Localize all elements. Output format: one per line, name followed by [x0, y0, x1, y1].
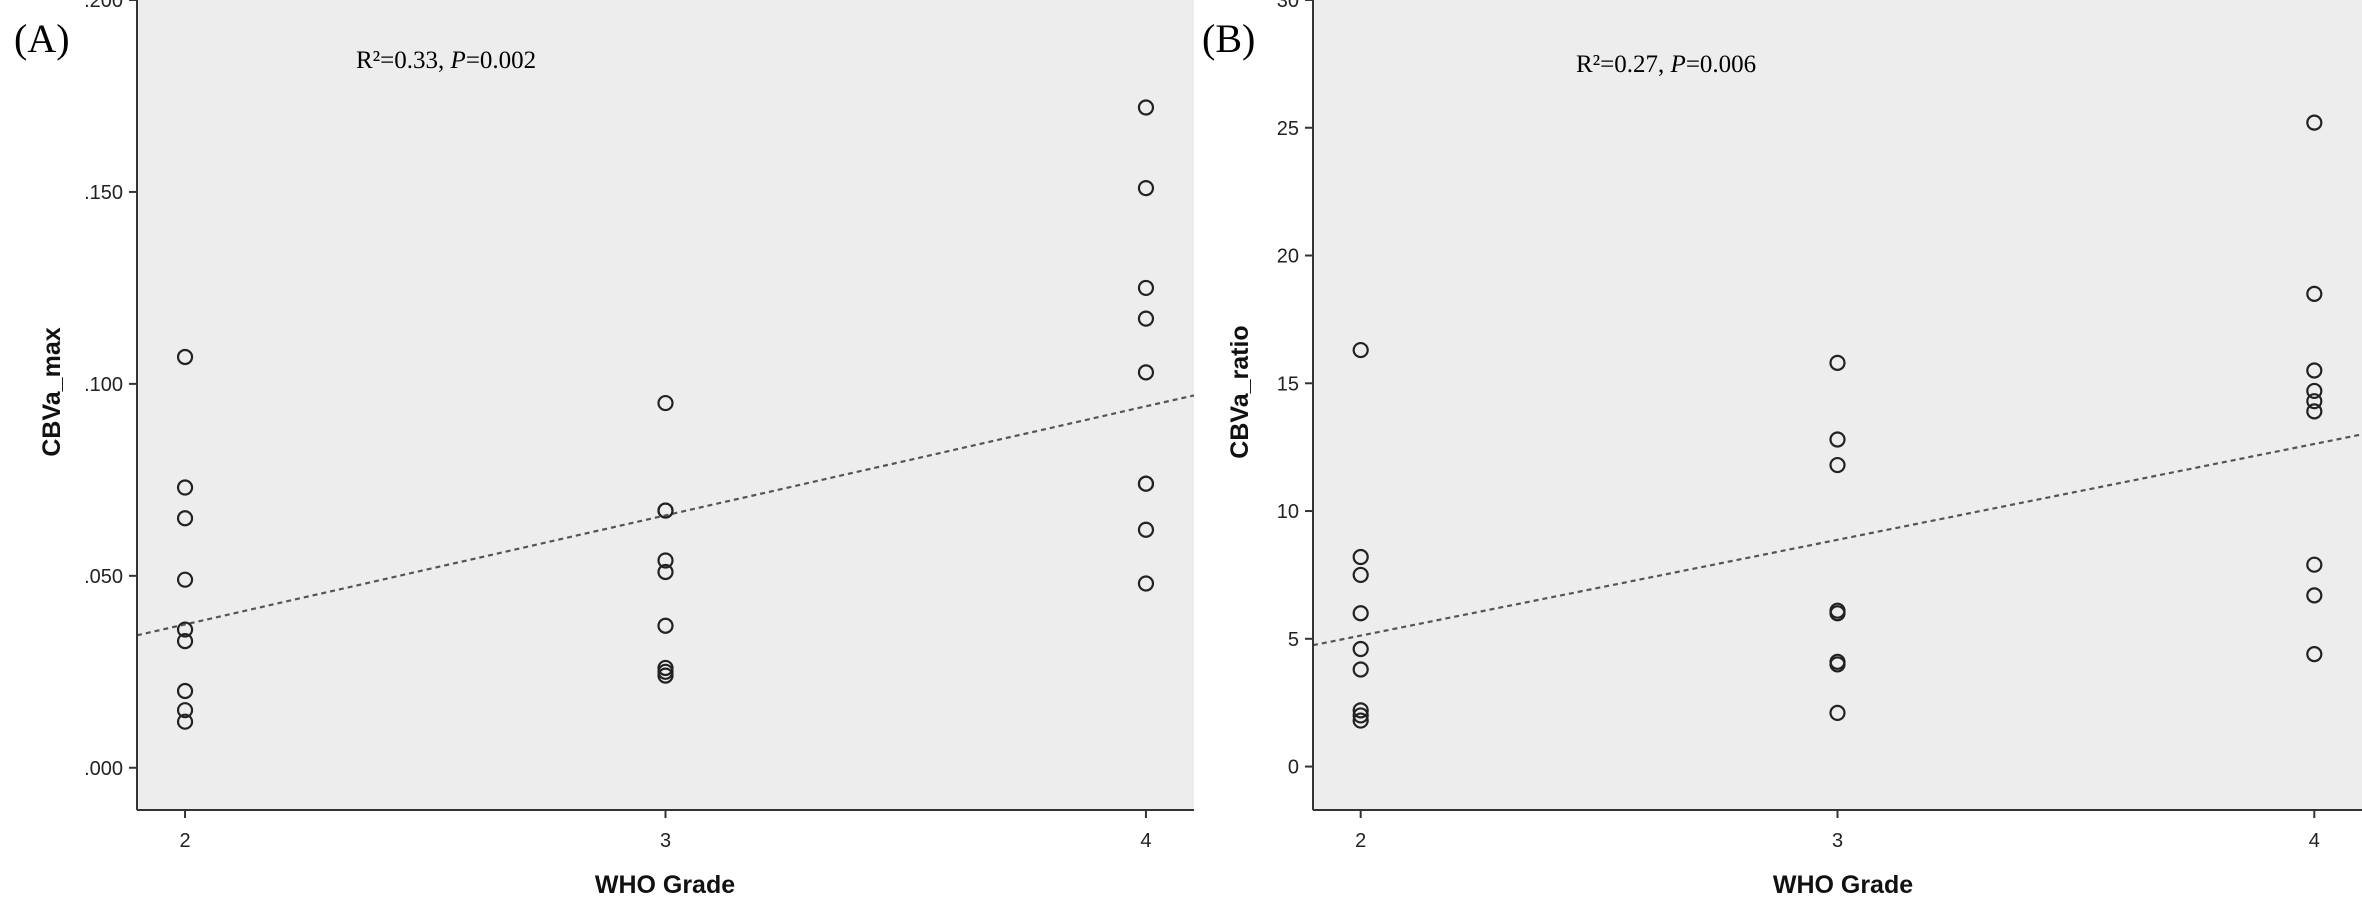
data-point-b — [2306, 393, 2323, 410]
r2-label-a: R²=0.33, — [356, 47, 451, 74]
plot-area-a — [137, 0, 1194, 810]
data-point-b — [1829, 656, 1846, 673]
panel-label-a: (A) — [14, 16, 70, 61]
data-point-a — [1137, 364, 1155, 381]
data-point-a — [176, 479, 194, 496]
data-point-a — [176, 682, 194, 700]
x-axis-title-a: WHO Grade — [595, 871, 735, 899]
data-point-b — [2306, 646, 2323, 663]
data-point-a — [657, 552, 674, 569]
y-tick-label-a: .100 — [84, 374, 123, 396]
y-axis-title-a: CBVa_max — [38, 327, 66, 456]
data-point-b — [1352, 341, 1369, 359]
p-value-b: =0.006 — [1686, 51, 1756, 78]
data-point-a — [176, 632, 194, 650]
panel-label-b: (B) — [1202, 16, 1255, 61]
data-point-a — [657, 667, 674, 684]
fit-line-a — [136, 394, 1195, 637]
y-tick-label-b: 25 — [1277, 118, 1299, 140]
y-tick-label-a: .000 — [84, 758, 123, 780]
p-italic-a: P — [450, 47, 466, 74]
data-point-a — [1137, 310, 1155, 327]
data-point-b — [2306, 362, 2323, 379]
x-tick-label-b: 4 — [2309, 830, 2320, 852]
data-point-a — [657, 502, 674, 519]
data-point-a — [1137, 279, 1155, 297]
y-tick-label-b: 15 — [1277, 373, 1299, 395]
fit-line-b — [1312, 433, 2362, 647]
data-point-b — [1829, 431, 1846, 448]
y-tick-label-b: 5 — [1288, 629, 1299, 651]
data-point-b — [1352, 548, 1369, 566]
data-point-b — [1829, 354, 1846, 371]
data-point-b — [2306, 403, 2323, 420]
data-point-a — [1137, 521, 1155, 538]
data-point-b — [1352, 702, 1369, 719]
data-point-b — [1352, 640, 1369, 658]
plot-area-b — [1313, 0, 2362, 810]
y-tick-label-a: .050 — [84, 566, 123, 588]
p-value-a: =0.002 — [466, 47, 536, 74]
data-point-a — [176, 571, 194, 588]
data-point-a — [657, 563, 674, 581]
data-point-b — [2306, 556, 2323, 573]
r2-label-b: R²=0.27, — [1576, 51, 1671, 78]
data-point-a — [176, 621, 194, 638]
y-tick-label-a: .150 — [84, 182, 123, 204]
panel-b: 0 5 10 15 20 25 30 2 3 4 (B) R²=0.27, P=0.006 WHO… — [1202, 0, 2362, 899]
x-tick-label-a: 2 — [179, 830, 190, 852]
data-point-a — [176, 713, 194, 730]
data-point-a — [176, 702, 194, 719]
data-point-b — [1352, 707, 1369, 724]
panel-a: .000 .050 .100 .150 .200 2 3 4 (A) R²=0.33, P=0… — [14, 0, 1195, 899]
data-point-b — [1829, 605, 1846, 622]
y-axis-title-b: CBVa_ratio — [1226, 325, 1254, 458]
data-point-b — [1352, 712, 1369, 729]
y-tick-label-b: 20 — [1277, 246, 1299, 268]
x-tick-label-a: 3 — [660, 830, 671, 852]
x-tick-label-b: 3 — [1832, 830, 1843, 852]
data-point-a — [176, 348, 194, 366]
data-point-b — [1352, 566, 1369, 584]
data-point-a — [1137, 575, 1155, 592]
data-point-a — [657, 617, 674, 634]
data-point-a — [1137, 99, 1155, 116]
data-point-b — [1829, 456, 1846, 474]
p-italic-b: P — [1670, 51, 1686, 78]
stats-annotation-a: R²=0.33, P=0.002 — [356, 47, 536, 74]
x-tick-label-a: 4 — [1140, 830, 1151, 852]
marks-a: .000 .050 .100 .150 .200 2 3 4 — [84, 0, 1195, 852]
data-point-a — [1137, 180, 1155, 197]
x-tick-label-b: 2 — [1355, 830, 1366, 852]
data-point-a — [657, 394, 674, 412]
x-axis-title-b: WHO Grade — [1773, 871, 1913, 899]
y-tick-label-b: 30 — [1277, 0, 1299, 12]
data-point-b — [2306, 114, 2323, 131]
data-point-b — [1352, 605, 1369, 622]
y-tick-label-b: 0 — [1288, 757, 1299, 779]
data-point-b — [2306, 587, 2323, 604]
y-tick-label-b: 10 — [1277, 501, 1299, 523]
marks-b: 0 5 10 15 20 25 30 2 3 4 — [1277, 0, 2362, 852]
data-point-a — [176, 510, 194, 527]
y-tick-label-a: .200 — [84, 0, 123, 12]
stats-annotation-b: R²=0.27, P=0.006 — [1576, 51, 1756, 78]
data-point-b — [2306, 285, 2323, 302]
data-point-a — [1137, 475, 1155, 492]
data-point-b — [2306, 382, 2323, 400]
data-point-b — [1829, 704, 1846, 722]
data-point-b — [1352, 661, 1369, 678]
